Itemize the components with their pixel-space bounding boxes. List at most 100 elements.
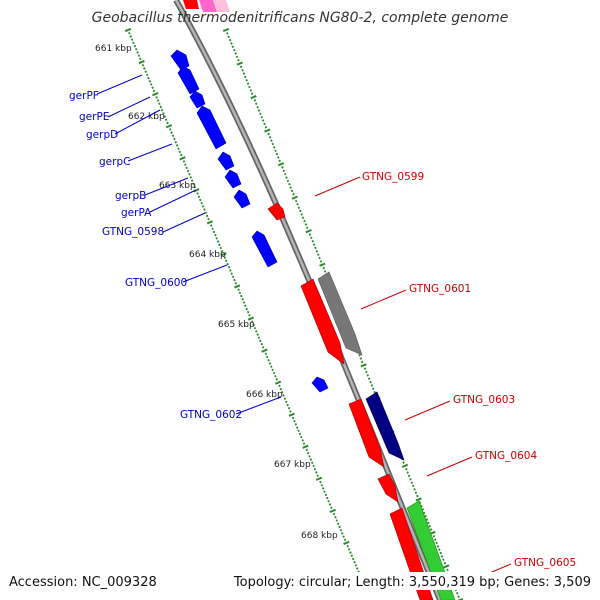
label-GTNG_0598[interactable]: GTNG_0598 bbox=[102, 226, 164, 238]
inner-ring-tick bbox=[256, 105, 259, 109]
outer-ring-tick bbox=[233, 278, 236, 282]
inner-ring-tick bbox=[413, 488, 416, 491]
outer-ring-tick bbox=[255, 330, 258, 333]
accession-text: Accession: NC_009328 bbox=[9, 575, 157, 590]
outer-ring-tick bbox=[170, 131, 173, 134]
partial-gene-top-pink-light[interactable] bbox=[213, 0, 230, 12]
label-GTNG_0605[interactable]: GTNG_0605 bbox=[514, 557, 576, 569]
gene-GTNG_0603[interactable] bbox=[348, 398, 385, 468]
outer-ring-tick bbox=[139, 57, 142, 61]
inner-ring-tick bbox=[250, 92, 254, 95]
outer-ring-tick bbox=[193, 185, 197, 189]
inner-ring-tick bbox=[277, 162, 285, 167]
outer-ring-tick bbox=[204, 211, 208, 215]
outer-ring-tick bbox=[351, 557, 355, 561]
kbp-label-668: 668 kbp bbox=[301, 531, 338, 541]
inner-ring-tick bbox=[312, 243, 316, 246]
label-gerpC[interactable]: gerpC bbox=[99, 156, 130, 168]
inner-ring-tick bbox=[367, 377, 371, 380]
label-gerpD[interactable]: gerpD bbox=[86, 129, 118, 141]
inner-ring-tick bbox=[439, 551, 442, 555]
inner-ring-tick bbox=[434, 538, 437, 541]
outer-ring-tick bbox=[129, 35, 132, 38]
topology-text: Topology: circular; Length: 3,550,319 bp… bbox=[233, 575, 591, 590]
outer-ring-tick bbox=[225, 259, 228, 263]
inner-ring-tick bbox=[442, 558, 445, 562]
outer-ring-tick bbox=[201, 205, 205, 208]
outer-ring-tick bbox=[272, 371, 276, 375]
outer-ring-tick bbox=[206, 220, 213, 225]
inner-ring-tick bbox=[239, 65, 243, 69]
label-GTNG_0601[interactable]: GTNG_0601 bbox=[409, 283, 471, 295]
inner-ring-tick bbox=[425, 518, 429, 521]
outer-ring-tick bbox=[248, 314, 251, 317]
gene-gerpC[interactable] bbox=[196, 105, 227, 150]
inner-ring-tick bbox=[311, 239, 314, 243]
inner-ring-tick bbox=[457, 597, 464, 600]
outer-ring-tick bbox=[138, 59, 145, 65]
outer-ring-tick bbox=[347, 548, 351, 551]
outer-ring-tick bbox=[253, 326, 257, 330]
inner-ring-tick bbox=[359, 357, 363, 360]
outer-ring-tick bbox=[261, 346, 265, 349]
outer-ring-tick bbox=[271, 368, 274, 372]
label-GTNG_0599[interactable]: GTNG_0599 bbox=[362, 171, 424, 183]
inner-ring-tick bbox=[261, 119, 265, 122]
inner-ring-tick bbox=[446, 568, 449, 572]
gene-GTNG_0602[interactable] bbox=[311, 376, 329, 393]
gene-gerpB[interactable] bbox=[217, 151, 235, 171]
gene-GTNG_0599[interactable] bbox=[267, 202, 286, 221]
label-GTNG_0602[interactable]: GTNG_0602 bbox=[180, 409, 242, 421]
outer-ring-tick bbox=[164, 118, 168, 122]
outer-ring-tick bbox=[357, 570, 360, 574]
inner-ring-tick bbox=[428, 524, 431, 528]
outer-ring-tick bbox=[210, 224, 213, 227]
inner-ring-tick bbox=[457, 595, 460, 598]
gene-GTNG_0601-partner[interactable] bbox=[317, 271, 363, 356]
partial-gene-top-pink[interactable] bbox=[199, 0, 217, 12]
gene-gerPA[interactable] bbox=[224, 169, 242, 189]
gene-gerPF[interactable] bbox=[170, 49, 190, 71]
outer-ring-tick bbox=[207, 217, 210, 221]
label-GTNG_0603[interactable]: GTNG_0603 bbox=[453, 394, 515, 406]
label-gerpB[interactable]: gerpB bbox=[115, 190, 146, 202]
gene-GTNG_0603-partner[interactable] bbox=[365, 391, 405, 461]
outer-ring-tick bbox=[184, 163, 187, 166]
gene-gerpD[interactable] bbox=[189, 90, 206, 109]
partial-gene-top-red[interactable] bbox=[183, 0, 199, 9]
outer-ring-tick bbox=[200, 201, 203, 205]
outer-ring-tick bbox=[332, 512, 336, 516]
inner-ring-tick bbox=[248, 85, 251, 89]
gene-GTNG_0604[interactable] bbox=[377, 473, 399, 503]
outer-tick-ring bbox=[124, 27, 364, 578]
gene-GTNG_0598[interactable] bbox=[233, 189, 251, 209]
outer-ring-tick bbox=[149, 83, 153, 86]
outer-ring-tick bbox=[151, 86, 154, 90]
outer-ring-tick bbox=[323, 490, 326, 493]
outer-ring-tick bbox=[335, 519, 339, 522]
gene-gerPE[interactable] bbox=[177, 65, 200, 95]
gene-GTNG_0601[interactable] bbox=[300, 278, 345, 365]
inner-ring-tick bbox=[282, 169, 286, 173]
outer-ring-tick bbox=[169, 128, 172, 131]
inner-ring-tick bbox=[222, 27, 230, 33]
outer-ring-tick bbox=[166, 121, 169, 125]
outer-ring-tick bbox=[336, 522, 340, 526]
label-GTNG_0604[interactable]: GTNG_0604 bbox=[475, 450, 537, 462]
label-gerPE[interactable]: gerPE bbox=[79, 111, 109, 123]
label-gerPF[interactable]: gerPF bbox=[69, 90, 99, 102]
outer-ring-tick bbox=[231, 275, 235, 279]
inner-ring-tick bbox=[438, 548, 441, 551]
outer-ring-tick bbox=[230, 272, 233, 275]
outer-ring-tick bbox=[324, 493, 328, 497]
inner-ring-tick bbox=[440, 555, 444, 558]
gene-GTNG_0600[interactable] bbox=[251, 230, 278, 268]
outer-ring-tick bbox=[158, 102, 161, 106]
inner-ring-tick bbox=[264, 128, 271, 133]
inner-ring-tick bbox=[275, 152, 279, 156]
inner-ring-tick bbox=[322, 266, 325, 270]
label-gerPA[interactable]: gerPA bbox=[121, 207, 152, 219]
outer-ring-tick bbox=[156, 99, 160, 102]
label-GTNG_0600[interactable]: GTNG_0600 bbox=[125, 277, 187, 289]
outer-ring-tick bbox=[215, 237, 218, 240]
